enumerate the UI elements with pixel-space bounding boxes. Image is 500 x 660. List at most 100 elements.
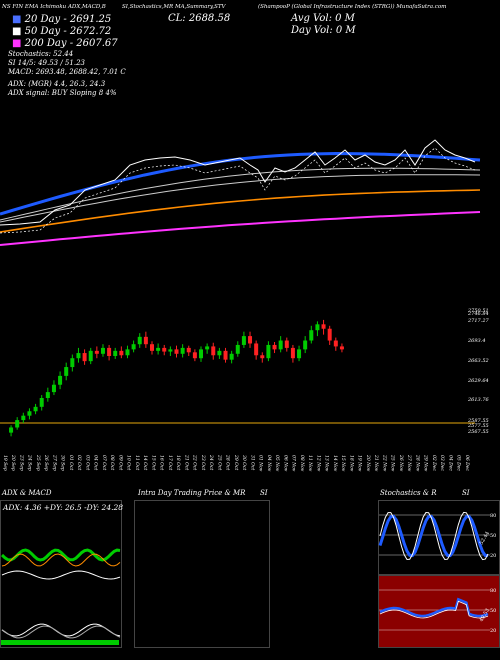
date-tick: 23 Sep	[18, 454, 24, 471]
date-tick: 10 Oct	[126, 455, 132, 470]
date-tick: 25 Sep	[35, 454, 41, 471]
stoch-level-label: 20	[490, 553, 496, 559]
candle-body	[131, 344, 136, 350]
si-level-label: 80	[490, 588, 496, 594]
adx-line	[1, 570, 121, 580]
candle-body	[297, 349, 302, 359]
candle-body	[327, 328, 332, 341]
candle-body	[339, 346, 344, 350]
date-tick: 27 Sep	[51, 454, 57, 471]
stoch-value: Stochastics: 52.44	[8, 50, 74, 58]
price-tick: 2613.76	[467, 397, 489, 403]
date-tick: 09 Oct	[117, 455, 123, 470]
date-tick: 31 Oct	[249, 455, 255, 470]
candle-body	[248, 336, 253, 344]
candle-body	[235, 344, 240, 354]
date-tick: 20 Sep	[10, 454, 16, 471]
candle-body	[211, 346, 216, 356]
stoch-level-label: 50	[490, 533, 496, 539]
date-tick: 19 Nov	[357, 455, 363, 472]
candle-body	[143, 336, 148, 345]
date-tick: 24 Oct	[208, 454, 214, 470]
date-tick: 18 Oct	[175, 455, 181, 470]
date-tick: 28 Nov	[414, 454, 420, 472]
candle-body	[88, 350, 93, 362]
intraday-panel	[134, 500, 270, 648]
candle-body	[39, 398, 44, 407]
candle-body	[174, 349, 179, 354]
candle-body	[149, 344, 154, 351]
candle-body	[321, 324, 326, 329]
date-tick: 04 Oct	[93, 455, 99, 470]
candles	[9, 319, 344, 437]
date-tick: 26 Nov	[398, 454, 404, 472]
minus-di-line	[1, 553, 121, 567]
date-tick: 04 Dec	[447, 455, 453, 471]
date-tick: 08 Oct	[109, 455, 115, 470]
si-line	[379, 597, 489, 618]
date-tick: 15 Oct	[150, 455, 156, 470]
adx-panel-title: ADX & MACD	[2, 489, 52, 497]
stoch-panel-si: SI	[462, 489, 470, 497]
candle-body	[119, 350, 124, 356]
candle-body	[241, 336, 246, 345]
ma200-label: ■ 200 Day - 2607.67	[12, 38, 118, 49]
candle-body	[113, 350, 118, 356]
candle-body	[260, 355, 265, 359]
candle-body	[272, 344, 277, 350]
date-tick: 30 Sep	[60, 455, 66, 471]
date-tick: 06 Dec	[464, 455, 470, 471]
si-signal-line	[379, 600, 489, 619]
candle-body	[223, 350, 228, 360]
adx-value: ADX: (MGR) 4.4, 26.3, 24.3	[8, 80, 106, 88]
intra-panel-si: SI	[260, 489, 268, 497]
ma200-line	[0, 211, 481, 246]
candle-body	[70, 358, 75, 368]
date-tick: 07 Nov	[291, 455, 297, 472]
ma50-value: 50 Day - 2672.72	[24, 26, 112, 37]
price-tick: 2693.4	[467, 338, 486, 344]
candle-body	[278, 340, 283, 350]
price-tick: 2717.27	[467, 318, 489, 324]
candle-body	[21, 415, 26, 421]
date-tick: 05 Nov	[274, 455, 280, 472]
date-axis: 19 Sep 20 Sep 23 Sep 24 Sep 25 Sep 26 Sep 27 S…	[2, 454, 470, 472]
stoch-d-line	[378, 514, 488, 558]
candle-body	[315, 324, 320, 331]
candle-body	[162, 347, 167, 352]
candle-body	[333, 340, 338, 347]
ma-white-2	[0, 167, 481, 221]
candle-body	[254, 343, 259, 356]
si-value: SI 14/5: 49.53 / 51.23	[8, 59, 85, 67]
macd-signal-line	[1, 625, 121, 639]
candle-body	[9, 427, 14, 433]
ma-white-1	[0, 174, 481, 223]
candle-body	[168, 349, 173, 352]
header-line: NS FIN EMA Ichimoku ADX,MACD,B	[2, 4, 106, 10]
date-tick: 19 Sep	[2, 455, 8, 471]
date-tick: 02 Oct	[76, 455, 82, 470]
price-tick: 2577.55	[467, 423, 489, 429]
price-tick: 2567.55	[467, 429, 489, 435]
candle-body	[156, 347, 161, 351]
candle-body	[303, 340, 308, 350]
date-tick: 27 Nov	[406, 454, 412, 472]
adx-macd-panel: ADX: 4.36 +DY: 26.5 -DY: 24.28	[0, 500, 123, 648]
si-level-label: 50	[490, 608, 496, 614]
candle-body	[229, 353, 234, 360]
candle-body	[309, 330, 314, 341]
candle-body	[217, 350, 222, 356]
date-tick: 14 Oct	[142, 455, 148, 470]
date-tick: 30 Oct	[241, 455, 247, 470]
candle-body	[290, 347, 295, 359]
candle-body	[107, 347, 112, 356]
price-line	[0, 139, 476, 226]
header-line-d: (ShampooP (Global Infrastructure Index (…	[258, 4, 447, 10]
date-tick: 18 Nov	[348, 455, 354, 472]
candle-body	[205, 346, 210, 350]
candle-body	[51, 384, 56, 393]
macd-value: MACD: 2693.48, 2688.42, 7.01 C	[8, 68, 126, 76]
candle-body	[180, 347, 185, 354]
date-tick: 02 Dec	[431, 455, 437, 471]
